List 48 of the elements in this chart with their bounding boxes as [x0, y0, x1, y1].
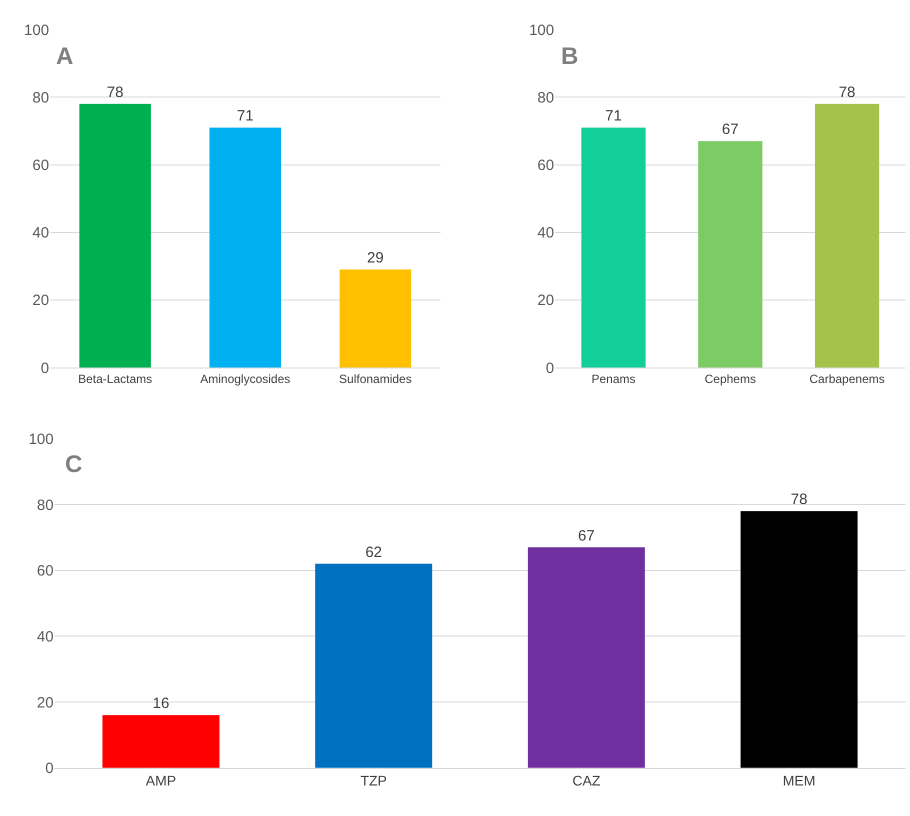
data-label: 62 — [365, 544, 382, 561]
data-label: 67 — [578, 527, 595, 544]
x-tick-label: Aminoglycosides — [200, 372, 290, 386]
y-tick-label: 60 — [32, 157, 50, 174]
text: A — [56, 43, 74, 70]
data-label: 71 — [605, 108, 622, 125]
y-tick-label: 100 — [24, 22, 50, 39]
data-label: 71 — [236, 108, 254, 125]
x-tick-label: Cephems — [704, 372, 756, 386]
y-tick-label: 40 — [32, 224, 50, 242]
data-label: 29 — [367, 250, 384, 267]
y-tick-label: 60 — [36, 562, 54, 580]
data-label: 67 — [722, 121, 739, 138]
data-label: 78 — [790, 491, 808, 508]
bar — [315, 564, 432, 768]
bar — [209, 128, 282, 368]
bar — [79, 104, 151, 368]
y-tick-label: 100 — [28, 430, 54, 448]
y-tick-label: 0 — [40, 360, 50, 377]
y-tick-label: 0 — [45, 760, 54, 778]
data-label: 78 — [838, 84, 856, 101]
y-tick-label: 60 — [537, 157, 554, 174]
x-tick-label: Beta-Lactams — [78, 372, 152, 386]
y-tick-label: 80 — [36, 496, 54, 514]
y-tick-label: 80 — [32, 89, 50, 106]
data-label: 78 — [106, 84, 124, 101]
x-tick-label: TZP — [360, 772, 387, 789]
text: C — [65, 451, 82, 478]
bar — [528, 547, 645, 768]
bar — [340, 270, 412, 368]
x-tick-label: AMP — [146, 772, 176, 789]
y-tick-label: 40 — [36, 628, 54, 646]
y-tick-label: 80 — [537, 89, 554, 106]
y-tick-label: 20 — [36, 694, 54, 712]
text: B — [561, 43, 578, 70]
x-tick-label: Carbapenems — [809, 372, 885, 386]
data-label: 16 — [152, 695, 170, 712]
bar — [102, 715, 220, 768]
y-tick-label: 40 — [537, 224, 554, 242]
x-tick-label: Sulfonamides — [339, 372, 412, 386]
bar — [740, 511, 858, 768]
x-tick-label: MEM — [782, 772, 816, 789]
y-tick-label: 100 — [529, 22, 554, 39]
x-tick-label: Penams — [591, 372, 636, 386]
y-tick-label: 20 — [32, 292, 50, 310]
x-tick-label: CAZ — [572, 772, 601, 789]
y-tick-label: 0 — [546, 360, 554, 377]
y-tick-label: 20 — [537, 292, 554, 310]
